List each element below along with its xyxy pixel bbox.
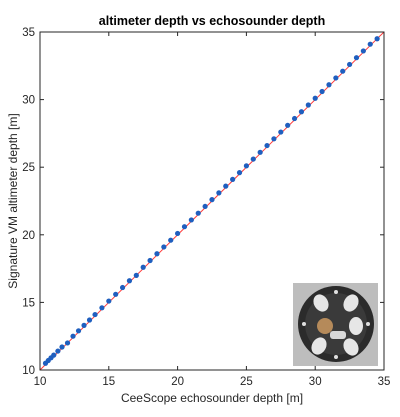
data-point: [216, 190, 222, 196]
data-point: [312, 95, 318, 101]
data-point: [291, 115, 298, 122]
data-point: [305, 102, 311, 108]
data-point: [285, 122, 291, 128]
data-point: [223, 183, 229, 189]
y-axis-label: Signature VM altimeter depth [m]: [6, 113, 20, 288]
y-tick-label: 20: [22, 230, 35, 242]
data-point: [243, 163, 249, 169]
data-point: [70, 333, 76, 339]
data-point: [188, 217, 194, 223]
transducer-1: [313, 294, 329, 312]
data-point: [340, 68, 346, 74]
data-point: [161, 244, 167, 250]
data-point: [367, 41, 373, 47]
data-point: [140, 264, 146, 270]
data-point: [133, 272, 139, 278]
data-point: [236, 170, 243, 176]
data-point: [51, 352, 57, 358]
y-tick-label: 10: [22, 365, 35, 377]
x-tick-label: 30: [309, 376, 322, 388]
transducer-4: [343, 338, 359, 356]
transducer-3: [349, 317, 363, 335]
data-point: [374, 36, 380, 42]
x-tick-label: 10: [34, 376, 47, 388]
data-point: [209, 197, 215, 203]
transducer-5: [311, 337, 327, 355]
data-point: [126, 278, 133, 284]
data-point: [81, 322, 87, 328]
data-point: [181, 224, 188, 230]
axis-ticks: 10 15 20 25 30 35 10 15 20 25 30 35: [22, 27, 390, 388]
data-point: [64, 340, 71, 346]
y-tick-label: 30: [22, 95, 35, 107]
data-point: [154, 251, 160, 257]
y-tick-label: 15: [22, 297, 35, 309]
chart-title: altimeter depth vs echosounder depth: [99, 14, 325, 28]
y-tick-label: 35: [22, 27, 35, 39]
data-point: [319, 88, 325, 95]
data-point: [353, 55, 360, 61]
instrument-photo-icon: [293, 283, 378, 366]
screw-3: [334, 290, 338, 294]
data-point: [360, 48, 366, 54]
data-point: [326, 82, 332, 88]
data-point: [230, 176, 236, 182]
data-point: [86, 317, 93, 323]
x-axis-label: CeeScope echosounder depth [m]: [121, 391, 303, 405]
data-point: [55, 348, 61, 354]
data-point: [250, 156, 256, 162]
screw-1: [302, 322, 306, 326]
data-point: [147, 257, 153, 264]
x-tick-label: 15: [102, 376, 115, 388]
data-point: [257, 149, 263, 155]
data-point: [168, 237, 174, 243]
x-tick-label: 20: [171, 376, 184, 388]
instrument-bracket: [330, 331, 346, 339]
data-point: [175, 230, 181, 237]
screw-2: [366, 322, 370, 326]
data-points: [42, 36, 380, 366]
data-point: [202, 203, 208, 210]
data-point: [106, 298, 112, 304]
data-point: [195, 210, 201, 216]
data-point: [298, 109, 305, 115]
screw-4: [334, 355, 338, 359]
data-point: [347, 61, 353, 68]
data-point: [113, 291, 119, 297]
x-tick-label: 35: [378, 376, 391, 388]
data-point: [99, 305, 105, 311]
x-tick-label: 25: [240, 376, 253, 388]
data-point: [119, 284, 126, 291]
data-point: [278, 129, 284, 135]
data-point: [59, 344, 65, 350]
center-transducer: [317, 318, 333, 334]
data-point: [75, 328, 82, 334]
data-point: [264, 142, 270, 149]
data-point: [92, 311, 98, 318]
data-point: [333, 75, 339, 81]
transducer-2: [343, 294, 359, 312]
data-point: [271, 136, 277, 142]
y-tick-label: 25: [22, 162, 35, 174]
